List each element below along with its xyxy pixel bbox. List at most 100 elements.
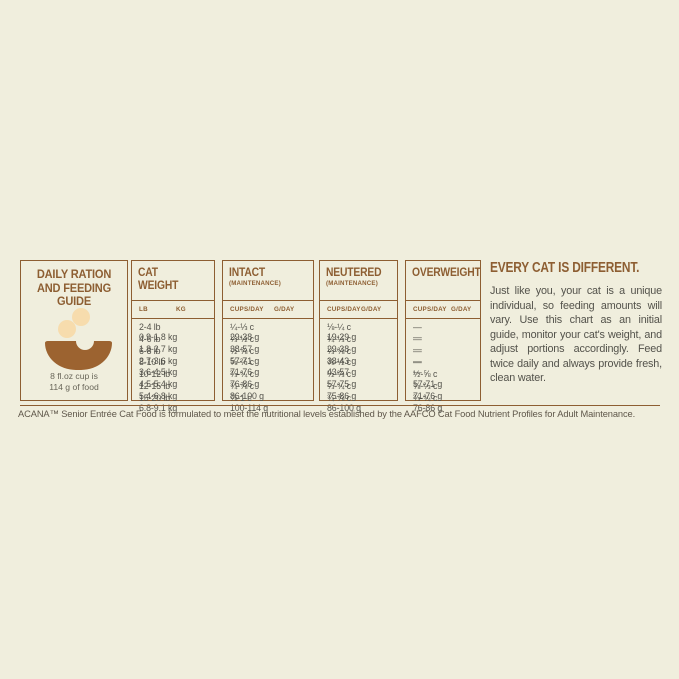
section-neutered: NEUTERED (MAINTENANCE) CUPS/DAY G/DAY ⅛-…: [319, 260, 398, 413]
table-row: 15-20 lb 6.8-9.1 kg: [139, 392, 214, 413]
cell-col2: 86-100 g: [230, 390, 264, 401]
cell-col2: 29-38 g: [230, 332, 260, 342]
column-header-cups: CUPS/DAY: [230, 305, 264, 313]
cell-col1: ⅓-½ c: [230, 333, 254, 344]
section-subtitle: (MAINTENANCE): [229, 280, 281, 287]
section-title: OVERWEIGHT: [412, 265, 481, 279]
cell-col1: ¼-⅓ c: [327, 333, 351, 344]
cell-col2: —: [413, 355, 422, 366]
daily-ration-panel: DAILY RATION AND FEEDING GUIDE 8 fl.oz c…: [20, 260, 128, 401]
table-row: ¼-⅓ c 29-38 g: [230, 322, 313, 342]
section-rows: — — — — — — — — ½-⅝ c 57-71 g ⅝-⅔ c 71-76 g ⅔-¾ c 76-…: [406, 319, 480, 413]
table-row: ⅓-⅜ c 38-43 g: [327, 346, 397, 366]
cell-col2: 71-76 g: [413, 390, 443, 401]
every-cat-note: EVERY CAT IS DIFFERENT. Just like you, y…: [490, 260, 662, 386]
cell-col2: 5.4-6.8 kg: [139, 390, 178, 401]
section-title: CAT WEIGHT: [138, 265, 179, 292]
feeding-guide-band: DAILY RATION AND FEEDING GUIDE 8 fl.oz c…: [18, 260, 662, 419]
table-row: 2-4 lb 0.9-1.8 kg: [139, 322, 214, 342]
cell-col2: —: [413, 367, 422, 378]
cell-col1: ½-⅝ c: [230, 345, 254, 356]
section-subtitle: (MAINTENANCE): [326, 280, 378, 287]
table-row: ¼-⅓ c 29-38 g: [327, 333, 397, 354]
section-cat-weight: CAT WEIGHT LB KG 2-4 lb 0.9-1.8 kg 4-6 lb 1…: [131, 260, 215, 413]
cell-col1: ⅞-1 c: [230, 392, 252, 403]
table-row: — —: [413, 322, 480, 342]
cell-col2: 38-43 g: [327, 355, 357, 366]
cell-col2: 19-29 g: [327, 332, 357, 342]
section-rows: ¼-⅓ c 29-38 g ⅓-½ c 38-57 g ½-⅝ c 57-71 g ⅝-⅔ …: [223, 319, 313, 413]
cell-col1: ⅔-¾ c: [327, 380, 351, 391]
section-rows: 2-4 lb 0.9-1.8 kg 4-6 lb 1.8-2.7 kg 6-8 lb 2.…: [132, 319, 214, 413]
table-row: ⅔-¾ c 76-86 g: [413, 393, 480, 413]
cell-col1: 10-12 lb: [139, 369, 170, 380]
cell-col1: 4-6 lb: [139, 333, 161, 344]
table-row: — —: [413, 357, 480, 377]
table-row: 8-10 lb 3.6-4.5 kg: [139, 357, 214, 377]
note-body: Just like you, your cat is a unique indi…: [490, 285, 662, 384]
cell-col1: 15-20 lb: [139, 392, 170, 403]
note-heading: EVERY CAT IS DIFFERENT.: [490, 260, 640, 276]
column-header-grams: G/DAY: [451, 305, 472, 313]
cell-col1: ¼-⅓ c: [230, 322, 254, 332]
section-intact: INTACT (MAINTENANCE) CUPS/DAY G/DAY ¼-⅓ …: [222, 260, 314, 413]
table-row: 12-15 lb 5.4-6.8 kg: [139, 380, 214, 401]
cell-col1: ⅛-¼ c: [327, 322, 351, 332]
cell-col2: 6.8-9.1 kg: [139, 402, 178, 413]
column-headers: LB KG: [132, 301, 214, 319]
cell-col1: ⅜-½ c: [327, 357, 351, 368]
table-row: — —: [413, 333, 480, 354]
kibble-dot-icon: [72, 308, 90, 326]
cell-col2: 43-57 g: [327, 367, 357, 378]
section-title: INTACT: [229, 265, 266, 279]
cell-col2: 76-86 g: [230, 379, 260, 390]
cell-col1: —: [413, 345, 422, 356]
cell-col1: —: [413, 322, 422, 332]
cell-col1: 6-8 lb: [139, 345, 161, 356]
column-header-kg: KG: [176, 305, 186, 313]
cell-col2: 57-71 g: [413, 379, 443, 390]
cell-col1: ¾-⅞ c: [230, 380, 254, 391]
footnote-divider: [20, 404, 660, 406]
cell-col2: 3.6-4.5 kg: [139, 367, 178, 378]
cell-col1: —: [413, 333, 422, 344]
table-row: 4-6 lb 1.8-2.7 kg: [139, 333, 214, 354]
table-row: ⅝-⅔ c 71-76 g: [230, 357, 313, 377]
table-row: ½-⅝ c 57-71 g: [413, 369, 480, 389]
column-header-grams: G/DAY: [274, 305, 295, 313]
cell-col2: 71-76 g: [230, 367, 260, 378]
table-row: 10-12 lb 4.5-5.4 kg: [139, 369, 214, 389]
column-headers: CUPS/DAY G/DAY: [406, 301, 480, 319]
cell-col1: ½-⅔ c: [327, 369, 351, 380]
cell-col2: 29-38 g: [327, 343, 357, 354]
cell-col1: ⅝-⅔ c: [413, 380, 438, 391]
cell-col1: ¾-⅞ c: [327, 392, 351, 403]
cell-col2: 57-75 g: [327, 379, 357, 390]
column-headers: CUPS/DAY G/DAY: [320, 301, 397, 319]
feeding-guide-table: DAILY RATION AND FEEDING GUIDE 8 fl.oz c…: [20, 260, 660, 413]
column-header-lb: LB: [139, 305, 148, 313]
table-row: ⅜-½ c 43-57 g: [327, 357, 397, 377]
column-header-cups: CUPS/DAY: [327, 305, 361, 313]
section-header: NEUTERED (MAINTENANCE): [320, 261, 397, 301]
table-row: ¾-⅞ c 86-100 g: [327, 392, 397, 413]
cell-col1: 2-4 lb: [139, 322, 161, 332]
cell-col2: 75-86 g: [327, 390, 357, 401]
table-row: ⅔-¾ c 76-86 g: [230, 369, 313, 389]
section-header: OVERWEIGHT: [406, 261, 481, 301]
table-row: ⅝-⅔ c 71-76 g: [413, 380, 480, 401]
kibble-dot-icon: [58, 320, 76, 338]
cell-col2: 0.9-1.8 kg: [139, 332, 178, 342]
cell-col1: 8-10 lb: [139, 357, 166, 368]
cell-col1: ½-⅝ c: [413, 369, 438, 380]
aafco-footnote: ACANA™ Senior Entrée Cat Food is formula…: [18, 409, 636, 419]
section-rows: ⅛-¼ c 19-29 g ¼-⅓ c 29-38 g ⅓-⅜ c 38-43 g ⅜-½ …: [320, 319, 397, 413]
kibble-notch-icon: [76, 332, 94, 350]
section-header: CAT WEIGHT: [132, 261, 214, 301]
section-title: NEUTERED: [326, 265, 382, 279]
cell-col1: ⅔-¾ c: [230, 369, 254, 380]
cell-col1: 12-15 lb: [139, 380, 170, 391]
column-header-grams: G/DAY: [361, 305, 382, 313]
